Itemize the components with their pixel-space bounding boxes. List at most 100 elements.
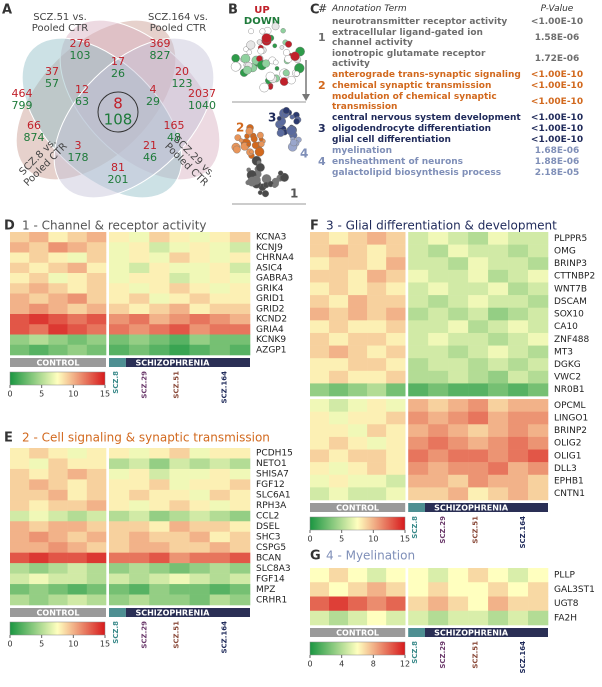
gene-label: DSEL <box>256 522 279 532</box>
network-node <box>246 49 252 55</box>
heatmap-cell <box>468 244 489 258</box>
heatmap-cell <box>329 269 349 283</box>
heatmap-cell <box>488 436 509 450</box>
scz8-bar <box>109 358 126 367</box>
heatmap-cell <box>229 232 251 243</box>
network-node <box>246 141 252 147</box>
table-row: glial cell differentiation <1.00E-10 <box>318 135 600 145</box>
heatmap-cell <box>348 282 368 296</box>
heatmap-cell <box>149 293 170 305</box>
venn-down-count: 123 <box>172 77 193 90</box>
heatmap-cell <box>29 262 49 274</box>
heatmap-cell <box>348 269 368 283</box>
heatmap-cell <box>488 568 509 583</box>
heatmap-cell <box>367 399 387 412</box>
gene-label: MT3 <box>554 347 573 357</box>
heatmap-cell <box>48 293 68 305</box>
heatmap-cell <box>67 489 88 501</box>
heatmap-cell <box>386 257 406 271</box>
heatmap-cell <box>229 262 251 274</box>
heatmap-cell <box>448 582 469 597</box>
heatmap-cell <box>310 399 330 412</box>
heatmap-cell <box>86 594 107 606</box>
heatmap-cell <box>189 242 211 253</box>
heatmap-cell <box>149 314 170 325</box>
header-cell: Annotation Term <box>332 4 407 14</box>
heatmap-cell <box>348 295 368 309</box>
heatmap-cell <box>386 370 406 384</box>
gene-label: MPZ <box>256 585 275 595</box>
heatmap-cell <box>348 345 368 359</box>
gene-label: SHISA7 <box>256 470 289 480</box>
network-node <box>254 147 265 157</box>
heatmap-cell <box>367 320 387 334</box>
heatmap-cell <box>67 448 88 459</box>
heatmap-cell <box>329 244 349 258</box>
subgroup-label: SCZ.29 <box>439 641 447 669</box>
heatmap-cell <box>367 411 387 425</box>
heatmap-cell <box>468 282 489 296</box>
heatmap-cell <box>428 411 449 425</box>
table-header: # Annotation Term P-Value <box>318 3 600 14</box>
heatmap-cell <box>468 582 489 597</box>
heatmap-cell <box>10 479 30 491</box>
heatmap-cell <box>408 257 429 271</box>
heatmap-cell <box>209 273 231 284</box>
heatmap-cell <box>428 358 449 372</box>
gene-label: RPH3A <box>256 501 287 511</box>
heatmap-cell <box>86 500 107 512</box>
gene-label: NR0B1 <box>554 385 585 395</box>
heatmap-cell <box>528 232 549 245</box>
heatmap-cell <box>229 489 251 501</box>
heatmap-cell <box>229 573 251 585</box>
heatmap-cell <box>386 424 406 438</box>
venn-down-count: 1040 <box>188 99 216 112</box>
heatmap-cell <box>169 489 190 501</box>
heatmap-cell <box>149 283 170 294</box>
network-node <box>265 71 275 81</box>
heatmap-cell <box>528 596 549 612</box>
heatmap-cell <box>209 303 231 315</box>
heatmap-cell <box>189 510 211 522</box>
scz8-bar <box>109 608 126 617</box>
heatmap-cell <box>109 489 130 501</box>
heatmap-cell <box>86 334 107 346</box>
heatmap-cell <box>129 489 150 501</box>
heatmap-cell <box>189 293 211 305</box>
heatmap-cell <box>129 232 150 243</box>
heatmap-cell <box>428 332 449 346</box>
heatmap-cell <box>109 584 130 595</box>
heatmap-cell <box>86 273 107 284</box>
heatmap-cell <box>310 358 330 372</box>
venn-down-count: 103 <box>70 49 91 62</box>
group-label: SCHIZOPHRENIA <box>434 629 509 638</box>
gene-label: CRHR1 <box>256 595 287 605</box>
heatmap-cell <box>189 448 211 459</box>
table-row: galactolipid biosynthesis process 2.18E-0… <box>318 168 600 178</box>
heatmap-cell <box>229 594 251 606</box>
heatmap-cell <box>528 269 549 283</box>
heatmap-cell <box>29 242 49 253</box>
heatmap-cell <box>48 273 68 284</box>
network-node <box>238 138 244 143</box>
venn-down-count: 48 <box>167 131 181 144</box>
network-node <box>287 75 296 85</box>
subgroup-label: SCZ.29 <box>140 621 148 649</box>
heatmap-cell <box>367 449 387 463</box>
venn-up-count: 21 <box>143 139 157 152</box>
heatmap-cell <box>48 262 68 274</box>
gene-label: WNT7B <box>554 284 587 294</box>
heatmap-cell <box>169 458 190 470</box>
heatmap-cell <box>67 252 88 264</box>
heatmap-cell <box>229 242 251 253</box>
colorbar-tick-label: 15 <box>400 535 410 544</box>
heatmap-cell <box>169 521 190 533</box>
heatmap-cell <box>229 283 251 294</box>
heatmap-cell <box>386 332 406 346</box>
heatmap-cell <box>488 462 509 476</box>
heatmap-cell <box>67 573 88 585</box>
heatmap-cell <box>329 596 349 612</box>
heatmap-cell <box>29 521 49 533</box>
heatmap-cell <box>508 244 529 258</box>
heatmap-cell <box>86 521 107 533</box>
